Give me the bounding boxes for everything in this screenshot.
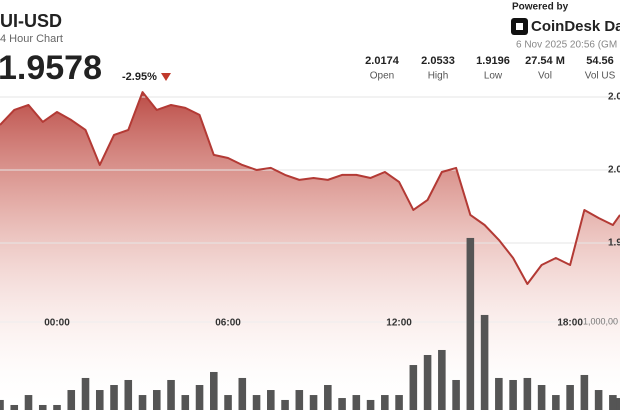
volume-bar [423,354,432,410]
stat-label: Vol [538,71,552,82]
volume-bar [267,390,275,410]
volume-bar [0,399,4,410]
x-tick-label: 00:00 [44,318,70,329]
volume-bar [523,377,532,410]
stat-value: 1.9196 [476,55,510,67]
stat-label: Open [370,71,394,82]
volume-bar [195,385,204,410]
volume-bar [452,379,460,410]
stat-value: 2.0533 [421,55,455,67]
volume-bar [295,390,304,410]
y-tick-label: 2.0 [608,165,620,176]
volume-bar [224,395,232,410]
volume-bar [338,398,346,410]
volume-bar [210,371,218,410]
plot: 00:00 06:00 12:00 18:00 2.0 2.0 1.9 1,000,00 [0,91,620,410]
volume-bar [594,390,603,410]
volume-bar [537,385,546,410]
y-tick-label: 1.9 [608,238,620,249]
volume-bar [281,399,289,410]
stat-label: Low [484,71,503,82]
volume-bar [167,379,175,410]
header: UI-USD 4 Hour Chart 1.9578 -2.95% Powere… [0,2,620,87]
volume-bar [152,390,161,410]
volume-bar [495,377,503,410]
price: 1.9578 [0,49,102,87]
down-arrow [161,73,171,81]
volume-bar [409,365,418,410]
volume-bar [366,399,375,410]
title: UI-USD [0,11,62,31]
subtitle: 4 Hour Chart [0,33,63,45]
volume-bar [609,395,617,410]
volume-bar [309,395,318,410]
volume-bar [466,237,475,410]
volume-bar [238,377,247,410]
date: 6 Nov 2025 20:56 (GM [516,40,617,51]
y-tick-label: 2.0 [608,92,620,103]
stat-value: 27.54 M [525,55,565,67]
volume-bar [24,395,33,410]
volume-bar [10,404,19,410]
volume-bar [67,390,76,410]
x-tick-label: 12:00 [386,318,412,329]
volume-bar [181,395,190,410]
volume-bar [324,385,332,410]
volume-bar [38,404,47,410]
volume-bar [124,379,133,410]
volume-bar [81,377,90,410]
volume-bar [566,385,574,410]
stat-value: 54.56 [586,55,614,67]
stat-value: 2.0174 [365,55,400,67]
volume-bar [53,404,61,410]
volume-bar [580,374,589,410]
volume-bar [381,395,389,410]
volume-bar [552,395,560,410]
change: -2.95% [122,71,157,83]
volume-bar [352,395,361,410]
stat-label: High [428,71,449,82]
volume-bar [110,385,118,410]
volume-bar [138,395,147,410]
brand: CoinDesk Dat [531,18,620,35]
volume-bar [438,349,446,410]
volume-bar [509,379,517,410]
volume-bar [395,395,403,410]
volume-bar [616,398,620,410]
powered-by: Powered by [512,2,569,13]
logo-icon-inner [516,23,523,30]
x-tick-label: 06:00 [215,318,241,329]
y2-tick-label: 1,000,00 [583,316,618,326]
price-line [0,91,620,285]
x-tick-label: 18:00 [557,318,583,329]
volume-bar [252,395,261,410]
volume-bar [95,390,104,410]
volume-bar [480,314,489,410]
stat-label: Vol US [585,71,616,82]
price-area [0,92,620,410]
